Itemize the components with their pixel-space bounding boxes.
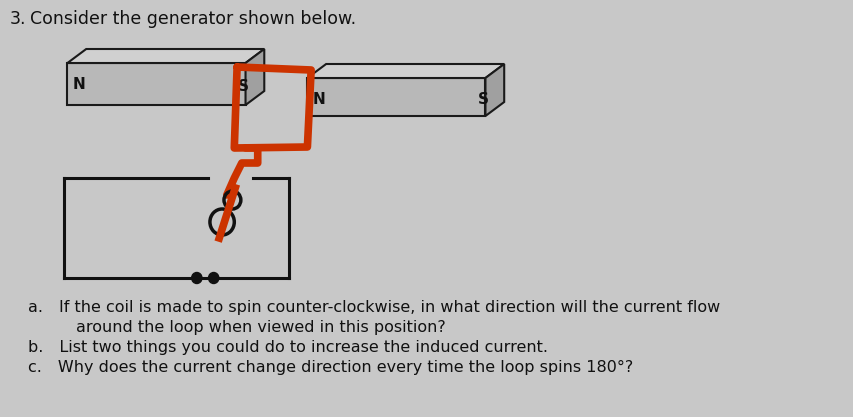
- Polygon shape: [307, 64, 503, 78]
- Text: N: N: [73, 76, 86, 91]
- Text: b. List two things you could do to increase the induced current.: b. List two things you could do to incre…: [28, 340, 548, 355]
- Text: Consider the generator shown below.: Consider the generator shown below.: [30, 10, 356, 28]
- Circle shape: [191, 272, 201, 284]
- Polygon shape: [67, 49, 264, 63]
- Polygon shape: [307, 78, 485, 116]
- Text: N: N: [313, 91, 325, 106]
- Text: S: S: [238, 78, 249, 93]
- Text: S: S: [478, 91, 489, 106]
- Polygon shape: [67, 63, 246, 105]
- Polygon shape: [246, 49, 264, 105]
- Polygon shape: [485, 64, 503, 116]
- Text: around the loop when viewed in this position?: around the loop when viewed in this posi…: [28, 320, 445, 335]
- Text: c. Why does the current change direction every time the loop spins 180°?: c. Why does the current change direction…: [28, 360, 633, 375]
- Text: a. If the coil is made to spin counter-clockwise, in what direction will the cur: a. If the coil is made to spin counter-c…: [28, 300, 720, 315]
- Text: 3.: 3.: [9, 10, 26, 28]
- Circle shape: [208, 272, 218, 284]
